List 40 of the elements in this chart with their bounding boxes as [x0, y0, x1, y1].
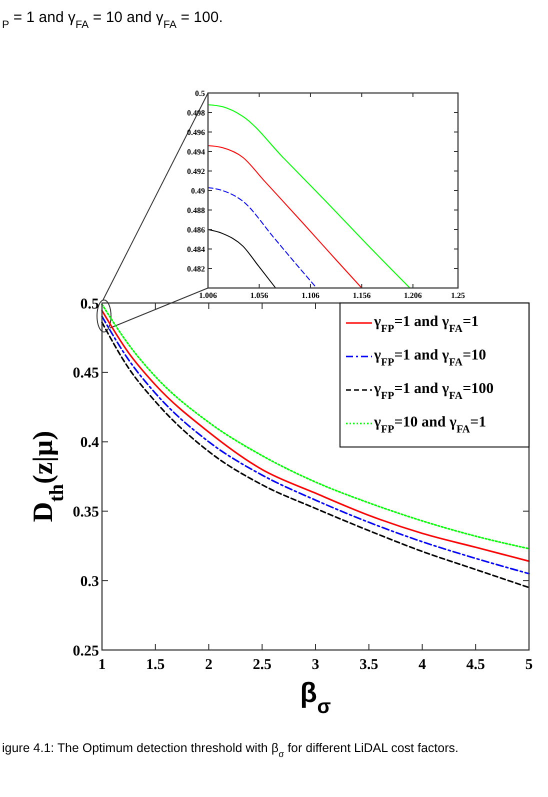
y-tick-label: 0.5: [80, 296, 99, 312]
y-tick-label: 0.35: [72, 504, 99, 520]
x-tick-label: 2: [205, 656, 212, 673]
legend-label: γ$_{FP}$=1 and γ$_{FA}$=10: [373, 348, 486, 368]
legend-label: γ$_{FP}$=10 and γ$_{FA}$=1: [373, 414, 486, 436]
x-tick-label: 1.056: [250, 291, 268, 300]
x-tick-label: 4.5: [466, 656, 485, 673]
y-tick-label: 0.488: [187, 206, 205, 215]
line-series: [208, 145, 362, 288]
x-tick-label: 1.206: [404, 291, 422, 300]
y-tick-label: 0.49: [191, 186, 205, 196]
y-tick-label: 0.484: [187, 244, 205, 254]
x-tick-label: 1.5: [146, 656, 165, 673]
x-tick-label: 1.25: [451, 291, 465, 300]
x-axis-title: β$_{σ}$: [300, 677, 332, 718]
x-tick-label: 2.5: [252, 656, 272, 673]
text: igure 4.1: The Optimum detection threshold with β$_{σ}$ for different LiDAL cost factors.: [2, 741, 458, 759]
x-tick-label: 1.006: [199, 291, 217, 300]
y-tick-label: 0.494: [187, 147, 205, 156]
x-tick-label: 1.106: [301, 291, 320, 300]
line-series: [208, 229, 276, 288]
line-series: [208, 187, 318, 288]
x-tick-label: 4: [418, 656, 426, 673]
text: $_{P}$ = 1 and γ$_{FA}$ = 10 and γ$_{FA}$ = 100.: [2, 9, 223, 31]
legend-label: γ$_{FP}$=1 and γ$_{FA}$=100: [373, 381, 494, 402]
y-tick-label: 0.5: [195, 88, 205, 98]
x-tick-label: 1.156: [352, 291, 371, 300]
x-tick-label: 3.5: [360, 656, 378, 673]
y-tick-label: 0.4: [80, 435, 100, 452]
y-tick-label: 0.45: [72, 366, 99, 382]
legend-label: γ$_{FP}$=1 and γ$_{FA}$=1: [373, 314, 479, 335]
y-tick-label: 0.25: [72, 643, 99, 660]
x-tick-label: 3: [312, 656, 320, 673]
y-tick-label: 0.482: [187, 264, 205, 274]
y-tick-label: 0.3: [80, 574, 99, 590]
x-tick-label: 5: [525, 656, 533, 673]
line-series: [208, 104, 410, 288]
y-tick-label: 0.492: [187, 166, 205, 176]
y-tick-label: 0.486: [187, 225, 205, 234]
x-tick-label: 1: [98, 656, 106, 673]
